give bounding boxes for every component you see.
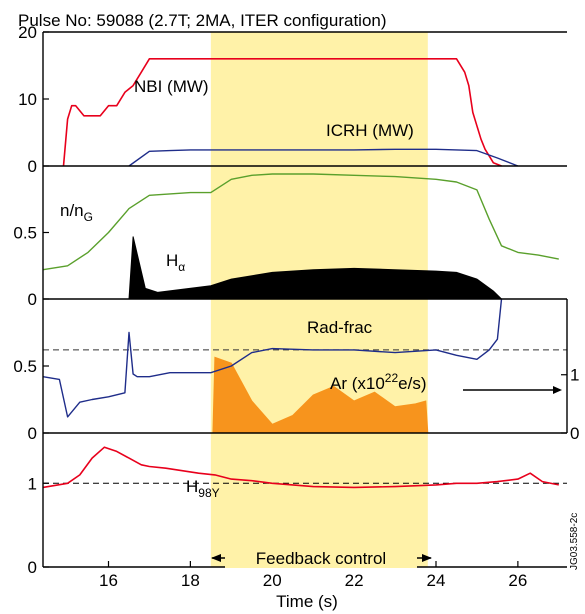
halpha-area (43, 236, 559, 300)
y2-tick-label: 1 (570, 366, 579, 385)
x-tick-label: 20 (263, 571, 282, 590)
x-axis-label: Time (s) (276, 592, 338, 611)
chart-title: Pulse No: 59088 (2.7T; 2MA, ITER configu… (18, 11, 387, 30)
y2-tick-label: 0 (570, 424, 579, 443)
x-tick-label: 26 (508, 571, 527, 590)
x-tick-label: 18 (181, 571, 200, 590)
y-tick-label: 0.5 (13, 224, 37, 243)
x-tick-label: 24 (427, 571, 446, 590)
y-tick-label: 1 (28, 474, 37, 493)
ar-arrow-head (553, 386, 562, 394)
watermark: JG03.558-2c (569, 513, 580, 570)
y-tick-label: 0 (28, 157, 37, 176)
ar-area (212, 356, 429, 434)
h98-line (42, 446, 559, 489)
ng-label: n/nG (60, 201, 93, 224)
feedback-label: Feedback control (256, 549, 386, 568)
feedback-arrow-left (211, 554, 221, 562)
feedback-arrow-right (422, 554, 432, 562)
icrh-line (128, 148, 519, 167)
ng-line (42, 173, 559, 271)
y-tick-label: 0.5 (13, 357, 37, 376)
radfrac-line (42, 298, 503, 418)
y-tick-label: 0 (28, 424, 37, 443)
y-tick-label: 0 (28, 290, 37, 309)
series-layer (42, 57, 567, 489)
halpha-label: Hα (166, 251, 185, 274)
y-tick-label: 20 (18, 23, 37, 42)
ar-label: Ar (x1022e/s) (330, 371, 427, 393)
x-tick-label: 22 (345, 571, 364, 590)
radfrac-label: Rad-frac (307, 318, 373, 337)
x-tick-label: 16 (99, 571, 118, 590)
y-tick-label: 10 (18, 90, 37, 109)
icrh-label: ICRH (MW) (326, 121, 414, 140)
feedback-label-bg (225, 546, 417, 568)
nbi-line (62, 57, 502, 167)
y-tick-label: 0 (28, 558, 37, 577)
nbi-label: NBI (MW) (134, 77, 209, 96)
